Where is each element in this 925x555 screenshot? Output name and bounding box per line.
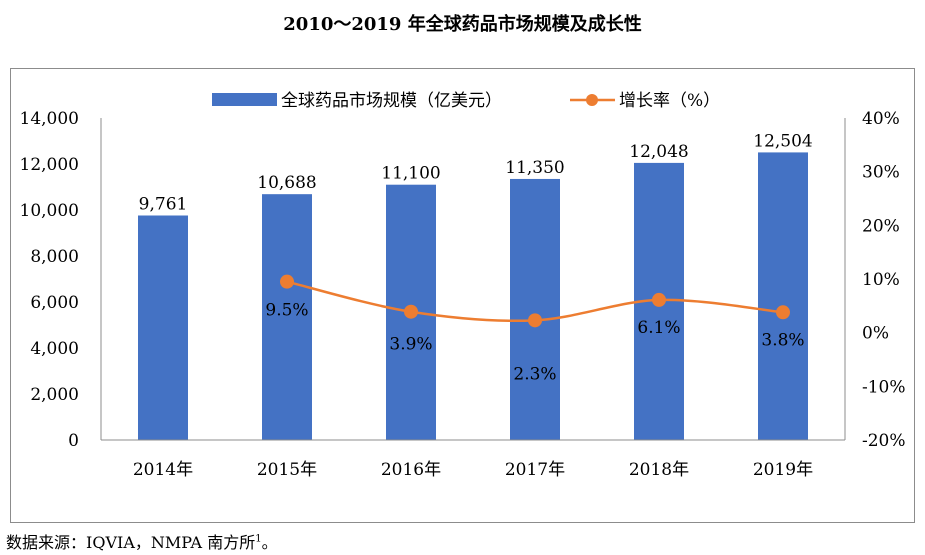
- category-label: 2017年: [505, 460, 565, 480]
- right-tick-label: 30%: [862, 163, 900, 183]
- left-tick-label: 0: [68, 431, 79, 451]
- right-tick-label: 20%: [862, 216, 900, 236]
- growth-value-label: 2.3%: [513, 364, 556, 384]
- chart-title: 2010～2019 年全球药品市场规模及成长性: [283, 14, 642, 35]
- right-tick-label: 40%: [862, 109, 900, 129]
- chart: 全球药品市场规模（亿美元） 增长率（%） 0 2,000 4,000 6,000 8,00…: [20, 91, 906, 480]
- growth-point: [528, 313, 542, 328]
- footnote-mark: 1: [255, 533, 262, 545]
- growth-point: [652, 292, 666, 307]
- left-tick-label: 8,000: [30, 247, 79, 267]
- bar: [510, 178, 560, 440]
- left-tick-label: 4,000: [30, 339, 79, 359]
- bar-value-label: 10,688: [257, 173, 316, 193]
- right-tick-label: 10%: [862, 270, 900, 290]
- left-tick-label: 10,000: [20, 201, 79, 221]
- source-text: 数据来源：IQVIA，NMPA 南方所: [6, 533, 256, 552]
- bar-series: 9,761 10,688 11,100 11,350 12,048 12,504: [138, 131, 813, 440]
- source-end: 。: [261, 533, 278, 552]
- legend-line-marker: [586, 94, 598, 106]
- axes: [100, 118, 846, 441]
- bar-value-label: 12,048: [629, 142, 688, 162]
- growth-point: [776, 305, 790, 320]
- legend-bar-swatch: [212, 93, 277, 106]
- category-labels: 2014年 2015年 2016年 2017年 2018年 2019年: [133, 460, 813, 480]
- right-tick-label: -10%: [862, 377, 906, 397]
- growth-value-label: 3.9%: [389, 335, 432, 355]
- bar-value-label: 11,350: [505, 158, 564, 178]
- bar: [262, 194, 312, 440]
- left-tick-label: 12,000: [20, 155, 79, 175]
- legend-bar-label: 全球药品市场规模（亿美元）: [281, 91, 502, 111]
- left-tick-label: 2,000: [30, 385, 79, 405]
- category-label: 2018年: [629, 460, 689, 480]
- bar-value-label: 11,100: [381, 164, 440, 184]
- legend: 全球药品市场规模（亿美元） 增长率（%）: [212, 91, 720, 111]
- category-label: 2016年: [381, 460, 441, 480]
- bar-value-label: 12,504: [753, 131, 812, 151]
- bar-value-label: 9,761: [139, 194, 188, 214]
- chart-frame: 全球药品市场规模（亿美元） 增长率（%） 0 2,000 4,000 6,000 8,00…: [10, 68, 915, 523]
- left-tick-label: 6,000: [30, 293, 79, 313]
- growth-value-label: 9.5%: [265, 301, 308, 321]
- category-label: 2015年: [257, 460, 317, 480]
- source-note: 数据来源：IQVIA，NMPA 南方所1。: [6, 529, 278, 553]
- category-label: 2014年: [133, 460, 193, 480]
- bar: [138, 215, 188, 440]
- left-axis-ticks: 0 2,000 4,000 6,000 8,000 10,000 12,000 14,000: [20, 109, 79, 451]
- right-axis-ticks: -20% -10% 0% 10% 20% 30% 40%: [862, 109, 906, 451]
- growth-line-series: 9.5% 3.9% 2.3% 6.1% 3.8%: [265, 274, 805, 384]
- legend-line-label: 增长率（%）: [619, 91, 720, 111]
- right-tick-label: -20%: [862, 431, 906, 451]
- bar: [758, 152, 808, 440]
- growth-value-label: 6.1%: [637, 318, 680, 338]
- growth-point: [404, 304, 418, 319]
- category-label: 2019年: [753, 460, 813, 480]
- right-tick-label: 0%: [862, 324, 889, 344]
- growth-point: [280, 274, 294, 289]
- left-tick-label: 14,000: [20, 109, 79, 129]
- growth-value-label: 3.8%: [761, 330, 804, 350]
